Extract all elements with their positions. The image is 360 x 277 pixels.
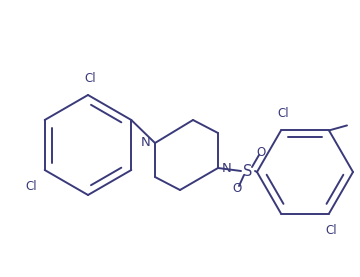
Text: S: S <box>243 163 253 178</box>
Text: N: N <box>141 135 151 148</box>
Text: Cl: Cl <box>25 180 37 193</box>
Text: N: N <box>222 161 232 175</box>
Text: Cl: Cl <box>84 72 96 85</box>
Text: Cl: Cl <box>325 224 337 237</box>
Text: Cl: Cl <box>277 107 289 120</box>
Text: O: O <box>256 145 266 158</box>
Text: O: O <box>232 183 242 196</box>
